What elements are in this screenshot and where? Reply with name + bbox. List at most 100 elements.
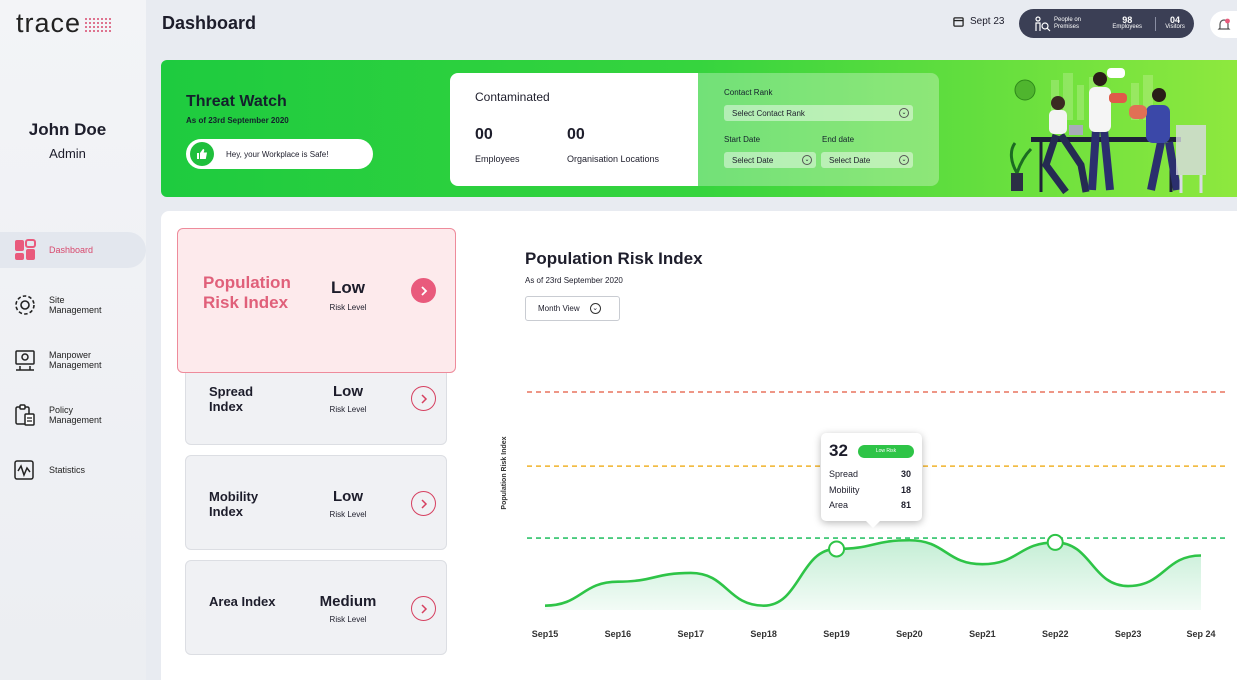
notification-bell[interactable] bbox=[1210, 11, 1237, 38]
chevron-right-icon bbox=[420, 393, 427, 404]
sidebar-item-label: Dashboard bbox=[49, 245, 94, 255]
visitors-value: 04 bbox=[1170, 14, 1181, 25]
person-search-icon bbox=[1035, 15, 1051, 31]
sidebar-item-dashboard[interactable]: Dashboard bbox=[0, 232, 146, 268]
sidebar-item-statistics[interactable]: Statistics bbox=[0, 452, 146, 488]
tooltip-row: Mobility 18 bbox=[829, 485, 911, 495]
tooltip-value: 32 bbox=[829, 441, 848, 460]
employees-label: Employees bbox=[1112, 23, 1143, 30]
contact-filter-panel: Contact Rank Select Contact Rank ⌄ Start… bbox=[697, 73, 939, 186]
tooltip-row: Area 81 bbox=[829, 500, 911, 510]
x-tick-label: Sep17 bbox=[678, 629, 705, 639]
employees-value: 98 bbox=[1122, 14, 1133, 25]
risk-card-level: Medium bbox=[319, 593, 377, 610]
risk-card-mobility[interactable]: Mobility Index Low Risk Level bbox=[185, 455, 447, 550]
x-tick-label: Sep16 bbox=[605, 629, 632, 639]
x-tick-label: Sep21 bbox=[969, 629, 996, 639]
x-tick-label: Sep19 bbox=[823, 629, 850, 639]
risk-card-level-label: Risk Level bbox=[329, 510, 367, 519]
tooltip-row-value: 18 bbox=[900, 485, 911, 495]
chevron-down-icon: ⌄ bbox=[589, 303, 601, 314]
gear-icon bbox=[15, 295, 35, 315]
contact-rank-select[interactable]: Select Contact Rank ⌄ bbox=[724, 105, 913, 121]
risk-card-title: Population Risk Index bbox=[203, 273, 291, 312]
statistics-icon bbox=[14, 460, 34, 480]
calendar-icon bbox=[953, 17, 964, 27]
people-on-premises-pill[interactable]: People on Premises 98 Employees 04 Visitor… bbox=[1019, 9, 1194, 38]
date-display[interactable]: Sept 23 bbox=[953, 16, 1004, 27]
sidebar: trace John Doe Admin Dashboard Site Mana… bbox=[0, 0, 146, 680]
sidebar-item-manpower-management[interactable]: Manpower Management bbox=[0, 342, 146, 378]
threat-watch-banner: Threat Watch As of 23rd September 2020 H… bbox=[161, 60, 1237, 197]
threat-watch-date: As of 23rd September 2020 bbox=[186, 116, 289, 125]
risk-card-level: Low bbox=[333, 383, 363, 400]
chart-title: Population Risk Index bbox=[525, 249, 703, 268]
sidebar-item-label: Statistics bbox=[49, 465, 86, 475]
chart-tooltip: 32 Low Risk Spread 30 Mobility 18 Area 81 bbox=[821, 433, 922, 528]
tooltip-row-label: Spread bbox=[829, 469, 859, 479]
month-view-select[interactable]: Month View ⌄ bbox=[525, 296, 620, 321]
sidebar-nav: Dashboard Site Management Manpower Manag… bbox=[0, 232, 146, 507]
end-date-select[interactable]: Select Date ⌄ bbox=[821, 152, 913, 168]
chevron-down-icon: ⌄ bbox=[802, 155, 812, 165]
sidebar-item-policy-management[interactable]: Policy Management bbox=[0, 397, 146, 433]
risk-card-level-label: Risk Level bbox=[329, 615, 367, 624]
start-date-label: Start Date bbox=[724, 135, 761, 144]
tooltip-row-value: 30 bbox=[900, 469, 911, 479]
data-point-Sep22 bbox=[1046, 533, 1064, 551]
start-date-select[interactable]: Select Date ⌄ bbox=[724, 152, 816, 168]
tooltip-row: Spread 30 bbox=[829, 469, 911, 479]
risk-card-title: Mobility Index bbox=[209, 489, 259, 519]
page-title: Dashboard bbox=[162, 13, 257, 33]
chart-subtitle: As of 23rd September 2020 bbox=[525, 276, 623, 285]
bell-icon bbox=[1217, 18, 1230, 30]
spread-index-open-button[interactable] bbox=[411, 386, 436, 411]
contaminated-locations-value: 00 bbox=[567, 126, 585, 143]
chevron-right-icon bbox=[420, 498, 427, 509]
month-view-label: Month View bbox=[538, 304, 580, 313]
people-icon bbox=[15, 350, 35, 371]
data-point-Sep19 bbox=[828, 540, 846, 558]
people-label: People on Premises bbox=[1054, 16, 1082, 30]
visitors-count: 04 Visitors bbox=[1156, 14, 1194, 31]
tooltip-row-label: Mobility bbox=[829, 485, 860, 495]
people-on-premises: People on Premises bbox=[1033, 15, 1099, 32]
x-tick-label: Sep 24 bbox=[1186, 629, 1215, 639]
contaminated-card: Contaminated 00 Employees 00 Organisatio… bbox=[450, 73, 698, 186]
sidebar-item-label: Policy Management bbox=[49, 405, 102, 425]
mobility-index-open-button[interactable] bbox=[411, 491, 436, 516]
contaminated-employees-value: 00 bbox=[475, 126, 493, 143]
chart-area-fill bbox=[545, 540, 1201, 610]
clipboard-icon bbox=[15, 404, 35, 426]
chevron-right-icon bbox=[420, 285, 427, 296]
contact-rank-placeholder: Select Contact Rank bbox=[732, 108, 805, 118]
safe-message: Hey, your Workplace is Safe! bbox=[226, 149, 329, 159]
thumbs-up-icon bbox=[190, 142, 214, 166]
logo-dots-icon bbox=[85, 17, 112, 32]
contaminated-locations-label: Organisation Locations bbox=[567, 154, 660, 164]
threat-watch-title: Threat Watch bbox=[186, 93, 287, 110]
contaminated-employees-label: Employees bbox=[475, 154, 520, 164]
risk-card-area[interactable]: Area Index Medium Risk Level bbox=[185, 560, 447, 655]
population-risk-chart: Sep15 Sep16 Sep17 Sep18 Sep19 Sep20 Sep21 Sep22… bbox=[501, 391, 1225, 639]
app-logo[interactable]: trace bbox=[16, 8, 112, 39]
sidebar-item-label: Site Management bbox=[49, 295, 102, 315]
contaminated-title: Contaminated bbox=[475, 90, 550, 104]
sidebar-item-site-management[interactable]: Site Management bbox=[0, 287, 146, 323]
tooltip-row-label: Area bbox=[829, 500, 849, 510]
logo-text: trace bbox=[16, 8, 82, 38]
area-index-open-button[interactable] bbox=[411, 596, 436, 621]
risk-card-population[interactable]: Population Risk Index Low Risk Level bbox=[177, 228, 456, 373]
x-tick-label: Sep15 bbox=[532, 629, 559, 639]
user-role: Admin bbox=[49, 146, 86, 161]
x-tick-label: Sep20 bbox=[896, 629, 923, 639]
population-index-open-button[interactable] bbox=[411, 278, 436, 303]
date-text: Sept 23 bbox=[970, 16, 1005, 27]
contact-rank-label: Contact Rank bbox=[724, 88, 773, 97]
dashboard-icon bbox=[15, 239, 36, 260]
user-name: John Doe bbox=[28, 120, 107, 139]
risk-card-level-label: Risk Level bbox=[329, 405, 367, 414]
tooltip-risk-badge: Low Risk bbox=[858, 445, 914, 458]
employees-count: 98 Employees bbox=[1099, 14, 1157, 31]
risk-content-panel: Spread Index Low Risk Level Mobility Ind… bbox=[161, 211, 1237, 680]
